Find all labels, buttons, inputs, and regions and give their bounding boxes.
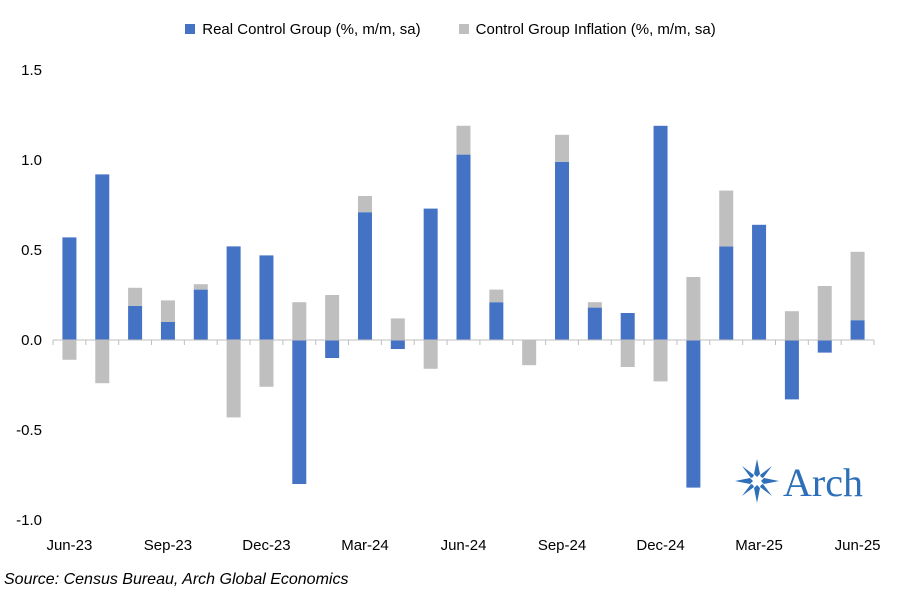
bar-real-sep-23 bbox=[160, 322, 175, 340]
legend-swatch-real bbox=[185, 24, 196, 34]
bar-inflation-may-24 bbox=[423, 340, 438, 369]
bar-inflation-apr-24 bbox=[390, 318, 405, 340]
x-tick-label: Mar-24 bbox=[341, 537, 389, 554]
bar-real-jun-25 bbox=[850, 320, 865, 340]
x-tick-label: Dec-23 bbox=[242, 537, 290, 554]
bar-inflation-sep-24 bbox=[555, 134, 570, 162]
bar-real-jul-23 bbox=[95, 174, 110, 340]
bar-inflation-jan-24 bbox=[292, 302, 307, 340]
y-tick-label: 0.0 bbox=[21, 332, 42, 349]
x-tick-label: Jun-25 bbox=[835, 537, 881, 554]
y-tick-label: -0.5 bbox=[16, 422, 42, 439]
bar-real-apr-24 bbox=[390, 340, 405, 349]
legend: Real Control Group (%, m/m, sa) Control … bbox=[0, 18, 901, 40]
bar-real-jan-24 bbox=[292, 340, 307, 484]
bar-inflation-sep-23 bbox=[160, 300, 175, 322]
bar-real-dec-24 bbox=[653, 125, 668, 340]
bar-real-mar-25 bbox=[752, 224, 767, 340]
x-tick-label: Jun-23 bbox=[46, 537, 92, 554]
bar-inflation-nov-24 bbox=[620, 340, 635, 367]
star-burst-icon bbox=[735, 459, 779, 503]
bar-inflation-dec-24 bbox=[653, 340, 668, 382]
bar-real-sep-24 bbox=[555, 161, 570, 340]
bar-real-jun-24 bbox=[456, 154, 471, 340]
bar-real-jul-24 bbox=[489, 302, 504, 340]
legend-label-real: Real Control Group (%, m/m, sa) bbox=[202, 20, 421, 38]
y-tick-label: 1.5 bbox=[21, 62, 42, 79]
y-tick-label: 1.0 bbox=[21, 152, 42, 169]
bar-real-oct-24 bbox=[587, 307, 602, 340]
bar-real-apr-25 bbox=[784, 340, 799, 400]
legend-item-control-group-inflation: Control Group Inflation (%, m/m, sa) bbox=[458, 20, 716, 38]
arch-logo: Arch bbox=[735, 459, 863, 505]
bar-real-jun-23 bbox=[62, 237, 77, 340]
bar-real-may-24 bbox=[423, 208, 438, 340]
x-tick-label: Sep-23 bbox=[144, 537, 192, 554]
bar-inflation-nov-23 bbox=[226, 340, 241, 418]
bar-inflation-aug-24 bbox=[522, 340, 537, 366]
bar-inflation-jun-23 bbox=[62, 340, 77, 360]
bar-real-nov-24 bbox=[620, 313, 635, 340]
bar-inflation-jan-25 bbox=[686, 277, 701, 340]
logo-text: Arch bbox=[783, 460, 863, 505]
bar-inflation-dec-23 bbox=[259, 340, 274, 387]
x-tick-label: Mar-25 bbox=[735, 537, 783, 554]
legend-item-real-control-group: Real Control Group (%, m/m, sa) bbox=[185, 20, 421, 38]
y-tick-label: -1.0 bbox=[16, 512, 42, 529]
x-tick-label: Sep-24 bbox=[538, 537, 586, 554]
bar-inflation-oct-23 bbox=[193, 284, 208, 290]
bar-real-aug-23 bbox=[128, 305, 143, 340]
bar-real-mar-24 bbox=[357, 212, 372, 340]
bar-real-oct-23 bbox=[193, 289, 208, 340]
bar-real-feb-25 bbox=[719, 246, 734, 340]
bar-real-nov-23 bbox=[226, 246, 241, 340]
bar-real-may-25 bbox=[817, 340, 832, 353]
x-tick-label: Dec-24 bbox=[636, 537, 684, 554]
bar-real-dec-23 bbox=[259, 255, 274, 340]
bar-real-feb-24 bbox=[325, 340, 340, 358]
bar-inflation-feb-25 bbox=[719, 190, 734, 247]
legend-swatch-inflation bbox=[458, 24, 469, 34]
bar-inflation-jun-25 bbox=[850, 251, 865, 321]
bar-inflation-may-25 bbox=[817, 286, 832, 340]
bar-inflation-oct-24 bbox=[587, 302, 602, 308]
bar-real-jan-25 bbox=[686, 340, 701, 488]
legend-label-inflation: Control Group Inflation (%, m/m, sa) bbox=[475, 20, 716, 38]
y-tick-label: 0.5 bbox=[21, 242, 42, 259]
bar-inflation-jul-24 bbox=[489, 289, 504, 303]
source-note: Source: Census Bureau, Arch Global Econo… bbox=[4, 571, 349, 588]
x-tick-label: Jun-24 bbox=[441, 537, 487, 554]
bar-inflation-apr-25 bbox=[784, 311, 799, 340]
bar-inflation-mar-24 bbox=[357, 196, 372, 213]
bar-inflation-jul-23 bbox=[95, 340, 110, 384]
bar-inflation-jun-24 bbox=[456, 125, 471, 155]
bar-inflation-aug-23 bbox=[128, 287, 143, 306]
bar-inflation-feb-24 bbox=[325, 295, 340, 340]
